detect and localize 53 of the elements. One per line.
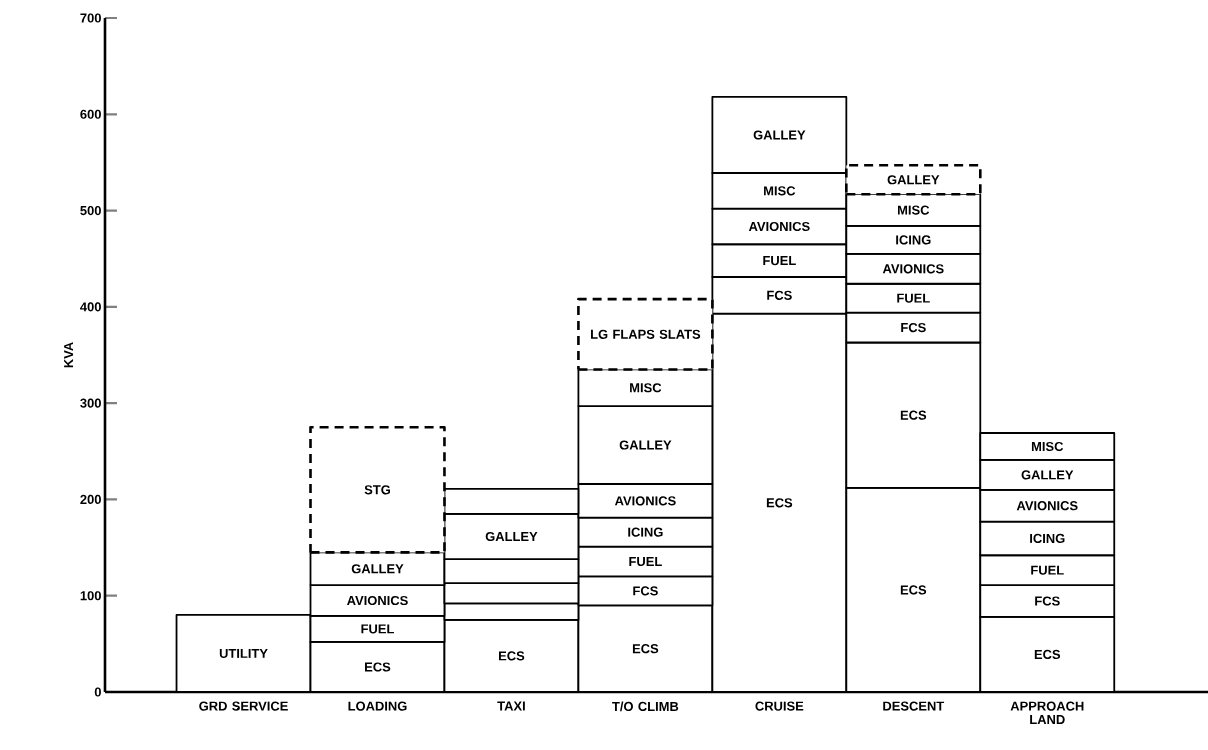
data-label: FCS bbox=[633, 586, 658, 596]
x-tick-label: TAXI bbox=[497, 701, 525, 711]
data-label: AVIONICS bbox=[882, 264, 944, 274]
x-tick-label: APPROACH LAND bbox=[1010, 701, 1084, 725]
x-tick-label: GRD SERVICE bbox=[199, 701, 288, 711]
y-tick-label: 700 bbox=[80, 13, 101, 23]
y-tick-label: 0 bbox=[94, 687, 101, 697]
data-label: AVIONICS bbox=[614, 496, 676, 506]
data-label: AVIONICS bbox=[347, 595, 408, 606]
x-tick-label: CRUISE bbox=[755, 701, 804, 711]
data-label: GALLEY bbox=[753, 130, 806, 140]
data-label: ECS bbox=[766, 498, 793, 508]
data-label: LG FLAPS SLATS bbox=[591, 329, 701, 339]
data-label: ECS bbox=[365, 662, 391, 672]
data-label: FUEL bbox=[1031, 565, 1064, 575]
y-tick-label: 200 bbox=[80, 494, 101, 505]
data-label: MISC bbox=[1031, 441, 1064, 452]
data-label: GALLEY bbox=[1021, 470, 1074, 480]
data-label: FUEL bbox=[897, 293, 930, 303]
data-label: FUEL bbox=[629, 557, 662, 567]
x-tick-label: LOADING bbox=[348, 701, 407, 711]
y-tick-label: 400 bbox=[80, 302, 101, 312]
data-label: GALLEY bbox=[887, 175, 940, 185]
data-label: STG bbox=[364, 485, 390, 495]
y-tick-label: 600 bbox=[80, 109, 101, 119]
data-label: MISC bbox=[630, 383, 662, 393]
data-label: GALLEY bbox=[485, 531, 538, 542]
data-label: FCS bbox=[901, 322, 926, 333]
data-label: GALLEY bbox=[619, 440, 672, 450]
data-label: AVIONICS bbox=[1016, 501, 1078, 511]
data-label: AVIONICS bbox=[748, 221, 810, 232]
data-label: ECS bbox=[498, 651, 525, 661]
data-label: ECS bbox=[900, 410, 927, 420]
data-label: ECS bbox=[1034, 649, 1061, 660]
data-label: ECS bbox=[900, 585, 927, 595]
y-tick-label: 100 bbox=[80, 591, 101, 601]
data-label: FUEL bbox=[763, 256, 796, 266]
data-label: ICING bbox=[628, 527, 663, 537]
data-label: FCS bbox=[767, 290, 792, 300]
data-label: FCS bbox=[1035, 596, 1060, 606]
y-axis-title: KVA bbox=[64, 342, 74, 368]
x-tick-label: DESCENT bbox=[883, 701, 945, 711]
data-label: MISC bbox=[898, 205, 930, 215]
data-label: ICING bbox=[896, 235, 931, 245]
data-label: UTILITY bbox=[219, 648, 268, 658]
data-label: MISC bbox=[764, 186, 796, 196]
data-label: ECS bbox=[632, 644, 659, 654]
y-tick-label: 300 bbox=[80, 398, 101, 408]
y-tick-label: 500 bbox=[80, 205, 101, 216]
x-tick-label: T/O CLIMB bbox=[612, 701, 679, 712]
data-label: ICING bbox=[1030, 533, 1065, 543]
data-label: GALLEY bbox=[351, 564, 404, 574]
data-label: FUEL bbox=[361, 624, 394, 634]
